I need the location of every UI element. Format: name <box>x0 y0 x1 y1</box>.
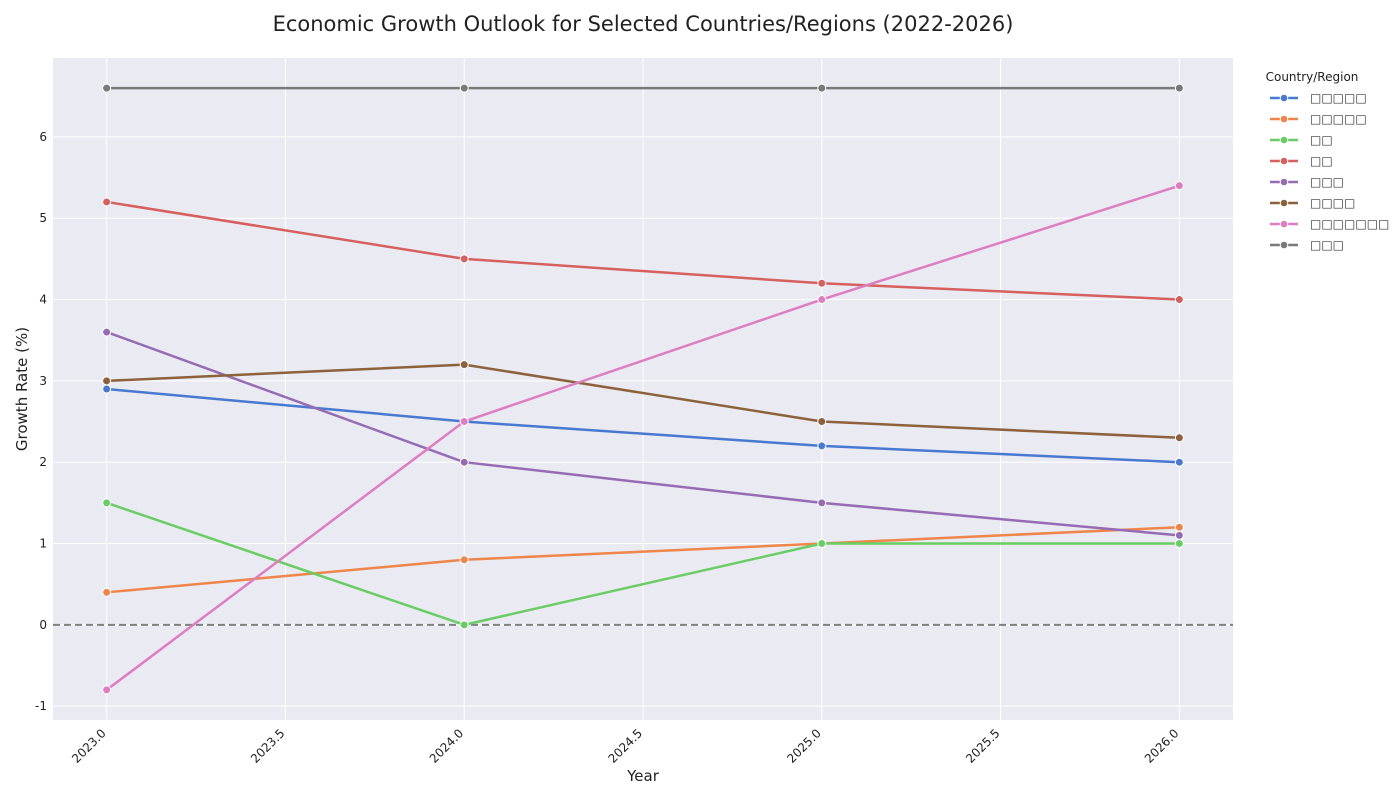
legend-entry: □□□□□ <box>1270 91 1367 105</box>
legend-swatch-marker <box>1279 219 1289 229</box>
series-8 <box>102 83 1184 93</box>
data-point <box>459 360 469 370</box>
legend-label: □□□ <box>1310 238 1344 252</box>
y-tick-label: -1 <box>35 699 47 713</box>
series-line <box>106 200 1180 301</box>
legend-entry: □□□ <box>1270 175 1344 189</box>
data-point <box>1174 83 1184 93</box>
data-point <box>817 295 827 305</box>
legend: Country/Region □□□□□□□□□□□□□□□□□□□□□□□□□… <box>1266 70 1390 252</box>
data-point <box>459 555 469 565</box>
x-axis-ticks: 2023.0 2023.5 2024.0 2024.5 2025.0 2025.5 2026… <box>69 726 1181 766</box>
y-axis-ticks: -1 0 1 2 3 4 5 6 <box>35 130 47 713</box>
legend-label: □□ <box>1310 154 1333 168</box>
legend-swatch-marker <box>1279 198 1289 208</box>
legend-swatch-marker <box>1279 114 1289 124</box>
series-6 <box>102 360 1184 443</box>
series-3 <box>102 498 1184 630</box>
legend-label: □□□□ <box>1310 196 1355 210</box>
y-tick-label: 0 <box>39 618 47 632</box>
series-7 <box>102 181 1184 695</box>
x-tick-label: 2024.0 <box>427 726 467 766</box>
legend-swatch-marker <box>1279 177 1289 187</box>
data-point <box>1174 457 1184 467</box>
legend-entry: □□□□□ <box>1270 112 1367 126</box>
legend-label: □□□□□ <box>1310 91 1367 105</box>
data-point <box>102 83 112 93</box>
x-tick-label: 2023.5 <box>248 726 288 766</box>
legend-swatch-marker <box>1279 240 1289 250</box>
data-point <box>817 498 827 508</box>
y-axis-label: Growth Rate (%) <box>13 327 31 451</box>
x-tick-label: 2024.5 <box>606 726 646 766</box>
legend-label: □□ <box>1310 133 1333 147</box>
series-line <box>106 526 1180 594</box>
series-line <box>106 387 1180 464</box>
legend-entry: □□□□ <box>1270 196 1355 210</box>
legend-swatch-marker <box>1279 135 1289 145</box>
y-tick-label: 5 <box>39 211 47 225</box>
y-tick-label: 1 <box>39 537 47 551</box>
x-axis-label: Year <box>626 767 660 785</box>
x-tick-label: 2023.0 <box>69 726 109 766</box>
data-point <box>817 441 827 451</box>
chart-title: Economic Growth Outlook for Selected Cou… <box>273 12 1014 36</box>
data-point <box>459 254 469 264</box>
data-point <box>817 417 827 427</box>
data-point <box>459 457 469 467</box>
data-point <box>1174 530 1184 540</box>
data-point <box>459 620 469 630</box>
data-point <box>1174 433 1184 443</box>
series-line <box>106 501 1180 627</box>
y-tick-label: 6 <box>39 130 47 144</box>
legend-label: □□□□□ <box>1310 112 1367 126</box>
series-5 <box>102 327 1184 540</box>
legend-swatch-marker <box>1279 156 1289 166</box>
data-point <box>1174 295 1184 305</box>
x-tick-label: 2026.0 <box>1142 726 1182 766</box>
series-line <box>105 184 1180 691</box>
x-tick-label: 2025.0 <box>784 726 824 766</box>
data-point <box>817 539 827 549</box>
data-point <box>102 376 112 386</box>
data-point <box>102 498 112 508</box>
data-point <box>459 417 469 427</box>
legend-entry: □□ <box>1270 154 1333 168</box>
data-point <box>1174 522 1184 532</box>
data-point <box>459 83 469 93</box>
data-point <box>102 587 112 597</box>
series-group <box>102 83 1184 695</box>
data-point <box>102 197 112 207</box>
legend-entry: □□ <box>1270 133 1333 147</box>
series-line <box>106 363 1180 440</box>
data-point <box>102 384 112 394</box>
data-point <box>1174 181 1184 191</box>
y-tick-label: 4 <box>39 293 47 307</box>
data-point <box>102 327 112 337</box>
y-tick-label: 2 <box>39 455 47 469</box>
data-point <box>817 83 827 93</box>
data-point <box>817 278 827 288</box>
y-tick-label: 3 <box>39 374 47 388</box>
legend-swatch-marker <box>1279 93 1289 103</box>
legend-label: □□□ <box>1310 175 1344 189</box>
data-point <box>1174 539 1184 549</box>
series-line <box>106 330 1180 537</box>
legend-title: Country/Region <box>1266 70 1359 84</box>
legend-entry: □□□□□□□ <box>1270 217 1389 231</box>
data-point <box>102 685 112 695</box>
legend-label: □□□□□□□ <box>1310 217 1389 231</box>
series-4 <box>102 197 1184 305</box>
legend-entry: □□□ <box>1270 238 1344 252</box>
x-tick-label: 2025.5 <box>963 726 1003 766</box>
